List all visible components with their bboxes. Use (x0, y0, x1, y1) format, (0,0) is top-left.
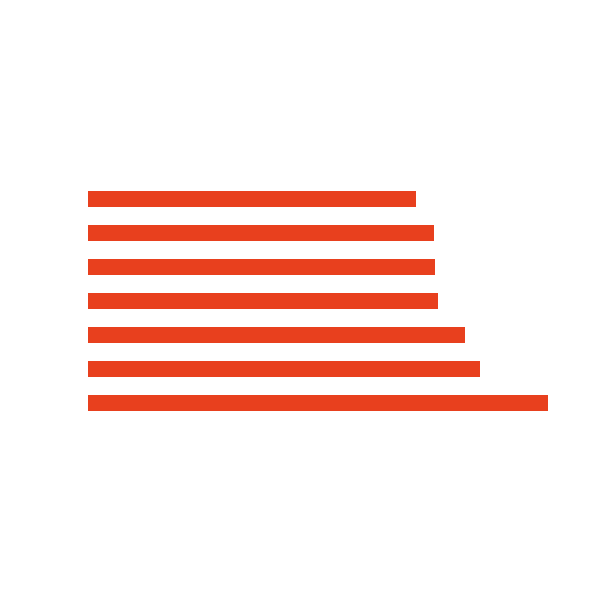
stripes-logo (88, 191, 548, 411)
stripe-4 (88, 293, 438, 309)
stripe-3 (88, 259, 435, 275)
stripe-7 (88, 395, 548, 411)
stripe-6 (88, 361, 480, 377)
stripe-1 (88, 191, 416, 207)
stripe-5 (88, 327, 465, 343)
stripe-2 (88, 225, 434, 241)
